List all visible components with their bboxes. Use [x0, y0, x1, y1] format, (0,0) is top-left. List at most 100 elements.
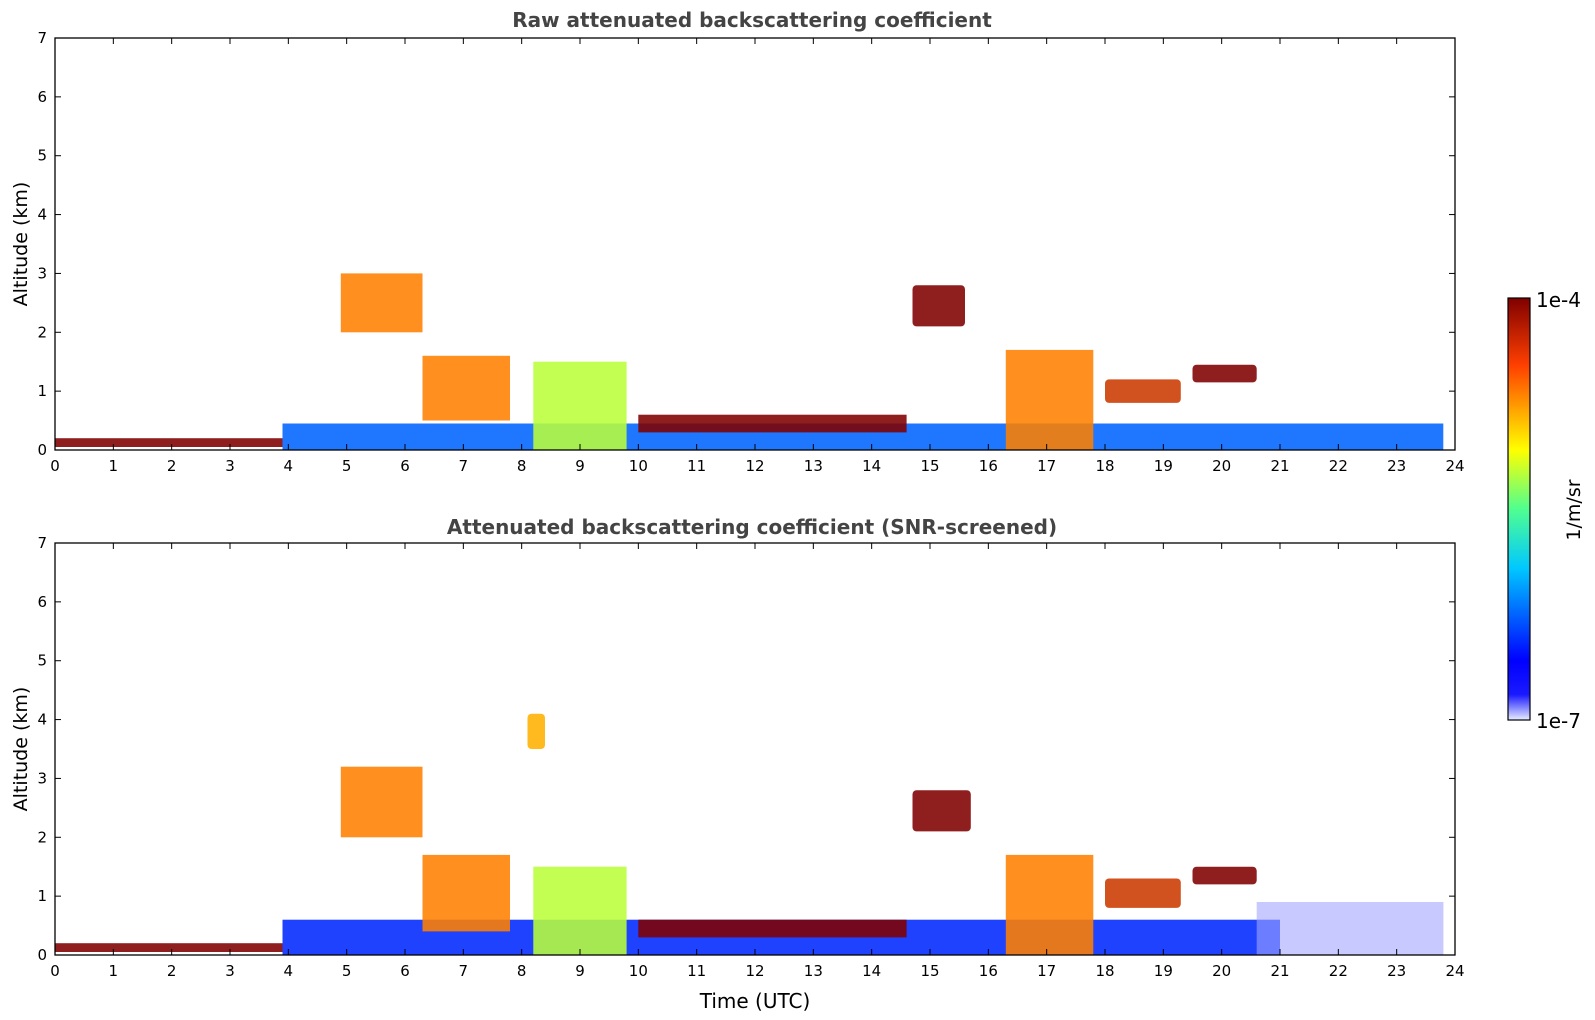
heatmap-aerosol-plume: [340, 273, 423, 333]
heatmap-cloud-layer: [638, 919, 907, 938]
heatmap-cloud-layer: [638, 414, 907, 433]
x-tick-label: 24: [1445, 962, 1464, 980]
x-axis: 0 1 2 3 4 5 6 7 8 9 10 11 12 13 14 15 16 17 18 19 20 21 22 23 24: [50, 38, 1465, 475]
x-tick-label: 18: [1095, 457, 1114, 475]
x-tick-label: 7: [459, 457, 469, 475]
x-tick-label: 5: [342, 457, 352, 475]
y-tick-label: 2: [37, 323, 47, 341]
y-tick-label: 3: [37, 769, 47, 787]
heatmap-cloud: [1105, 379, 1181, 403]
heatmap-aerosol-plume: [422, 355, 510, 421]
heatmap-aerosol-plume: [1005, 854, 1094, 955]
snr-screened-backscatter-panel: Attenuated backscattering coefficient (S…: [10, 515, 1465, 1013]
y-tick-label: 2: [37, 828, 47, 846]
x-tick-label: 17: [1037, 457, 1056, 475]
heatmap-cloud: [1192, 866, 1257, 885]
x-tick-label: 14: [862, 457, 881, 475]
heatmap-aerosol-patch: [527, 713, 545, 749]
y-tick-label: 5: [37, 147, 47, 165]
x-tick-label: 21: [1270, 457, 1289, 475]
x-tick-label: 18: [1095, 962, 1114, 980]
x-tick-label: 0: [50, 457, 60, 475]
x-tick-label: 21: [1270, 962, 1289, 980]
x-tick-label: 19: [1154, 457, 1173, 475]
y-axis: 0 1 2 3 4 5 6 7: [37, 29, 1455, 459]
plot-frame: [54, 542, 1456, 956]
x-tick-label: 8: [517, 457, 527, 475]
colorbar-unit-label: 1/m/sr: [1563, 479, 1585, 540]
heatmap-cloud: [912, 790, 971, 832]
x-tick-label: 16: [979, 457, 998, 475]
x-tick-label: 12: [745, 962, 764, 980]
x-tick-label: 9: [575, 962, 585, 980]
x-axis: 0 1 2 3 4 5 6 7 8 9 10 11 12 13 14 15 16 17 18 19 20 21 22 23 24: [50, 543, 1465, 980]
heatmap-surface-layer: [55, 943, 283, 952]
y-tick-label: 1: [37, 887, 47, 905]
y-tick-label: 4: [37, 206, 47, 224]
colorbar-max-label: 1e-4: [1536, 288, 1581, 312]
x-tick-label: 14: [862, 962, 881, 980]
colorbar-gradient: [1507, 297, 1531, 721]
y-tick-label: 3: [37, 264, 47, 282]
heatmap-area: [55, 713, 1444, 955]
y-tick-label: 4: [37, 711, 47, 729]
y-tick-label: 7: [37, 29, 47, 47]
x-tick-label: 15: [920, 457, 939, 475]
x-tick-label: 6: [400, 962, 410, 980]
y-axis: 0 1 2 3 4 5 6 7: [37, 534, 1455, 964]
x-tick-label: 17: [1037, 962, 1056, 980]
y-tick-label: 1: [37, 382, 47, 400]
heatmap-aerosol-plume: [340, 766, 423, 838]
x-tick-label: 4: [284, 962, 294, 980]
x-tick-label: 23: [1387, 962, 1406, 980]
plot-frame: [54, 37, 1456, 451]
x-tick-label: 8: [517, 962, 527, 980]
heatmap-aerosol-plume: [533, 361, 627, 450]
x-tick-label: 23: [1387, 457, 1406, 475]
x-tick-label: 15: [920, 962, 939, 980]
x-tick-label: 20: [1212, 962, 1231, 980]
heatmap-surface-layer: [55, 438, 283, 447]
chart-title: Attenuated backscattering coefficient (S…: [447, 515, 1057, 539]
y-tick-label: 0: [37, 441, 47, 459]
y-axis-label: Altitude (km): [10, 687, 32, 812]
heatmap-aerosol-plume: [422, 854, 510, 932]
x-tick-label: 11: [687, 962, 706, 980]
x-tick-label: 1: [109, 962, 119, 980]
x-tick-label: 22: [1329, 962, 1348, 980]
y-tick-label: 6: [37, 593, 47, 611]
x-tick-label: 3: [225, 962, 235, 980]
heatmap-area: [55, 273, 1444, 450]
heatmap-cloud: [912, 285, 965, 327]
x-tick-label: 13: [804, 962, 823, 980]
heatmap-faint-layer: [1256, 902, 1444, 955]
x-tick-label: 20: [1212, 457, 1231, 475]
x-tick-label: 2: [167, 962, 177, 980]
x-tick-label: 0: [50, 962, 60, 980]
x-axis-label: Time (UTC): [699, 989, 811, 1013]
colorbar: 1e-4 1e-7 1/m/sr: [1507, 288, 1585, 733]
y-tick-label: 5: [37, 652, 47, 670]
x-tick-label: 22: [1329, 457, 1348, 475]
raw-backscatter-panel: Raw attenuated backscattering coefficien…: [10, 8, 1465, 475]
x-tick-label: 6: [400, 457, 410, 475]
colorbar-min-label: 1e-7: [1536, 709, 1581, 733]
x-tick-label: 19: [1154, 962, 1173, 980]
y-tick-label: 0: [37, 946, 47, 964]
heatmap-cloud: [1105, 878, 1181, 908]
y-tick-label: 6: [37, 88, 47, 106]
x-tick-label: 3: [225, 457, 235, 475]
x-tick-label: 1: [109, 457, 119, 475]
heatmap-cloud: [1192, 364, 1257, 383]
x-tick-label: 11: [687, 457, 706, 475]
y-axis-label: Altitude (km): [10, 182, 32, 307]
heatmap-aerosol-plume: [533, 866, 627, 955]
x-tick-label: 10: [629, 457, 648, 475]
chart-title: Raw attenuated backscattering coefficien…: [512, 8, 992, 32]
x-tick-label: 13: [804, 457, 823, 475]
x-tick-label: 24: [1445, 457, 1464, 475]
y-tick-label: 7: [37, 534, 47, 552]
x-tick-label: 10: [629, 962, 648, 980]
x-tick-label: 7: [459, 962, 469, 980]
